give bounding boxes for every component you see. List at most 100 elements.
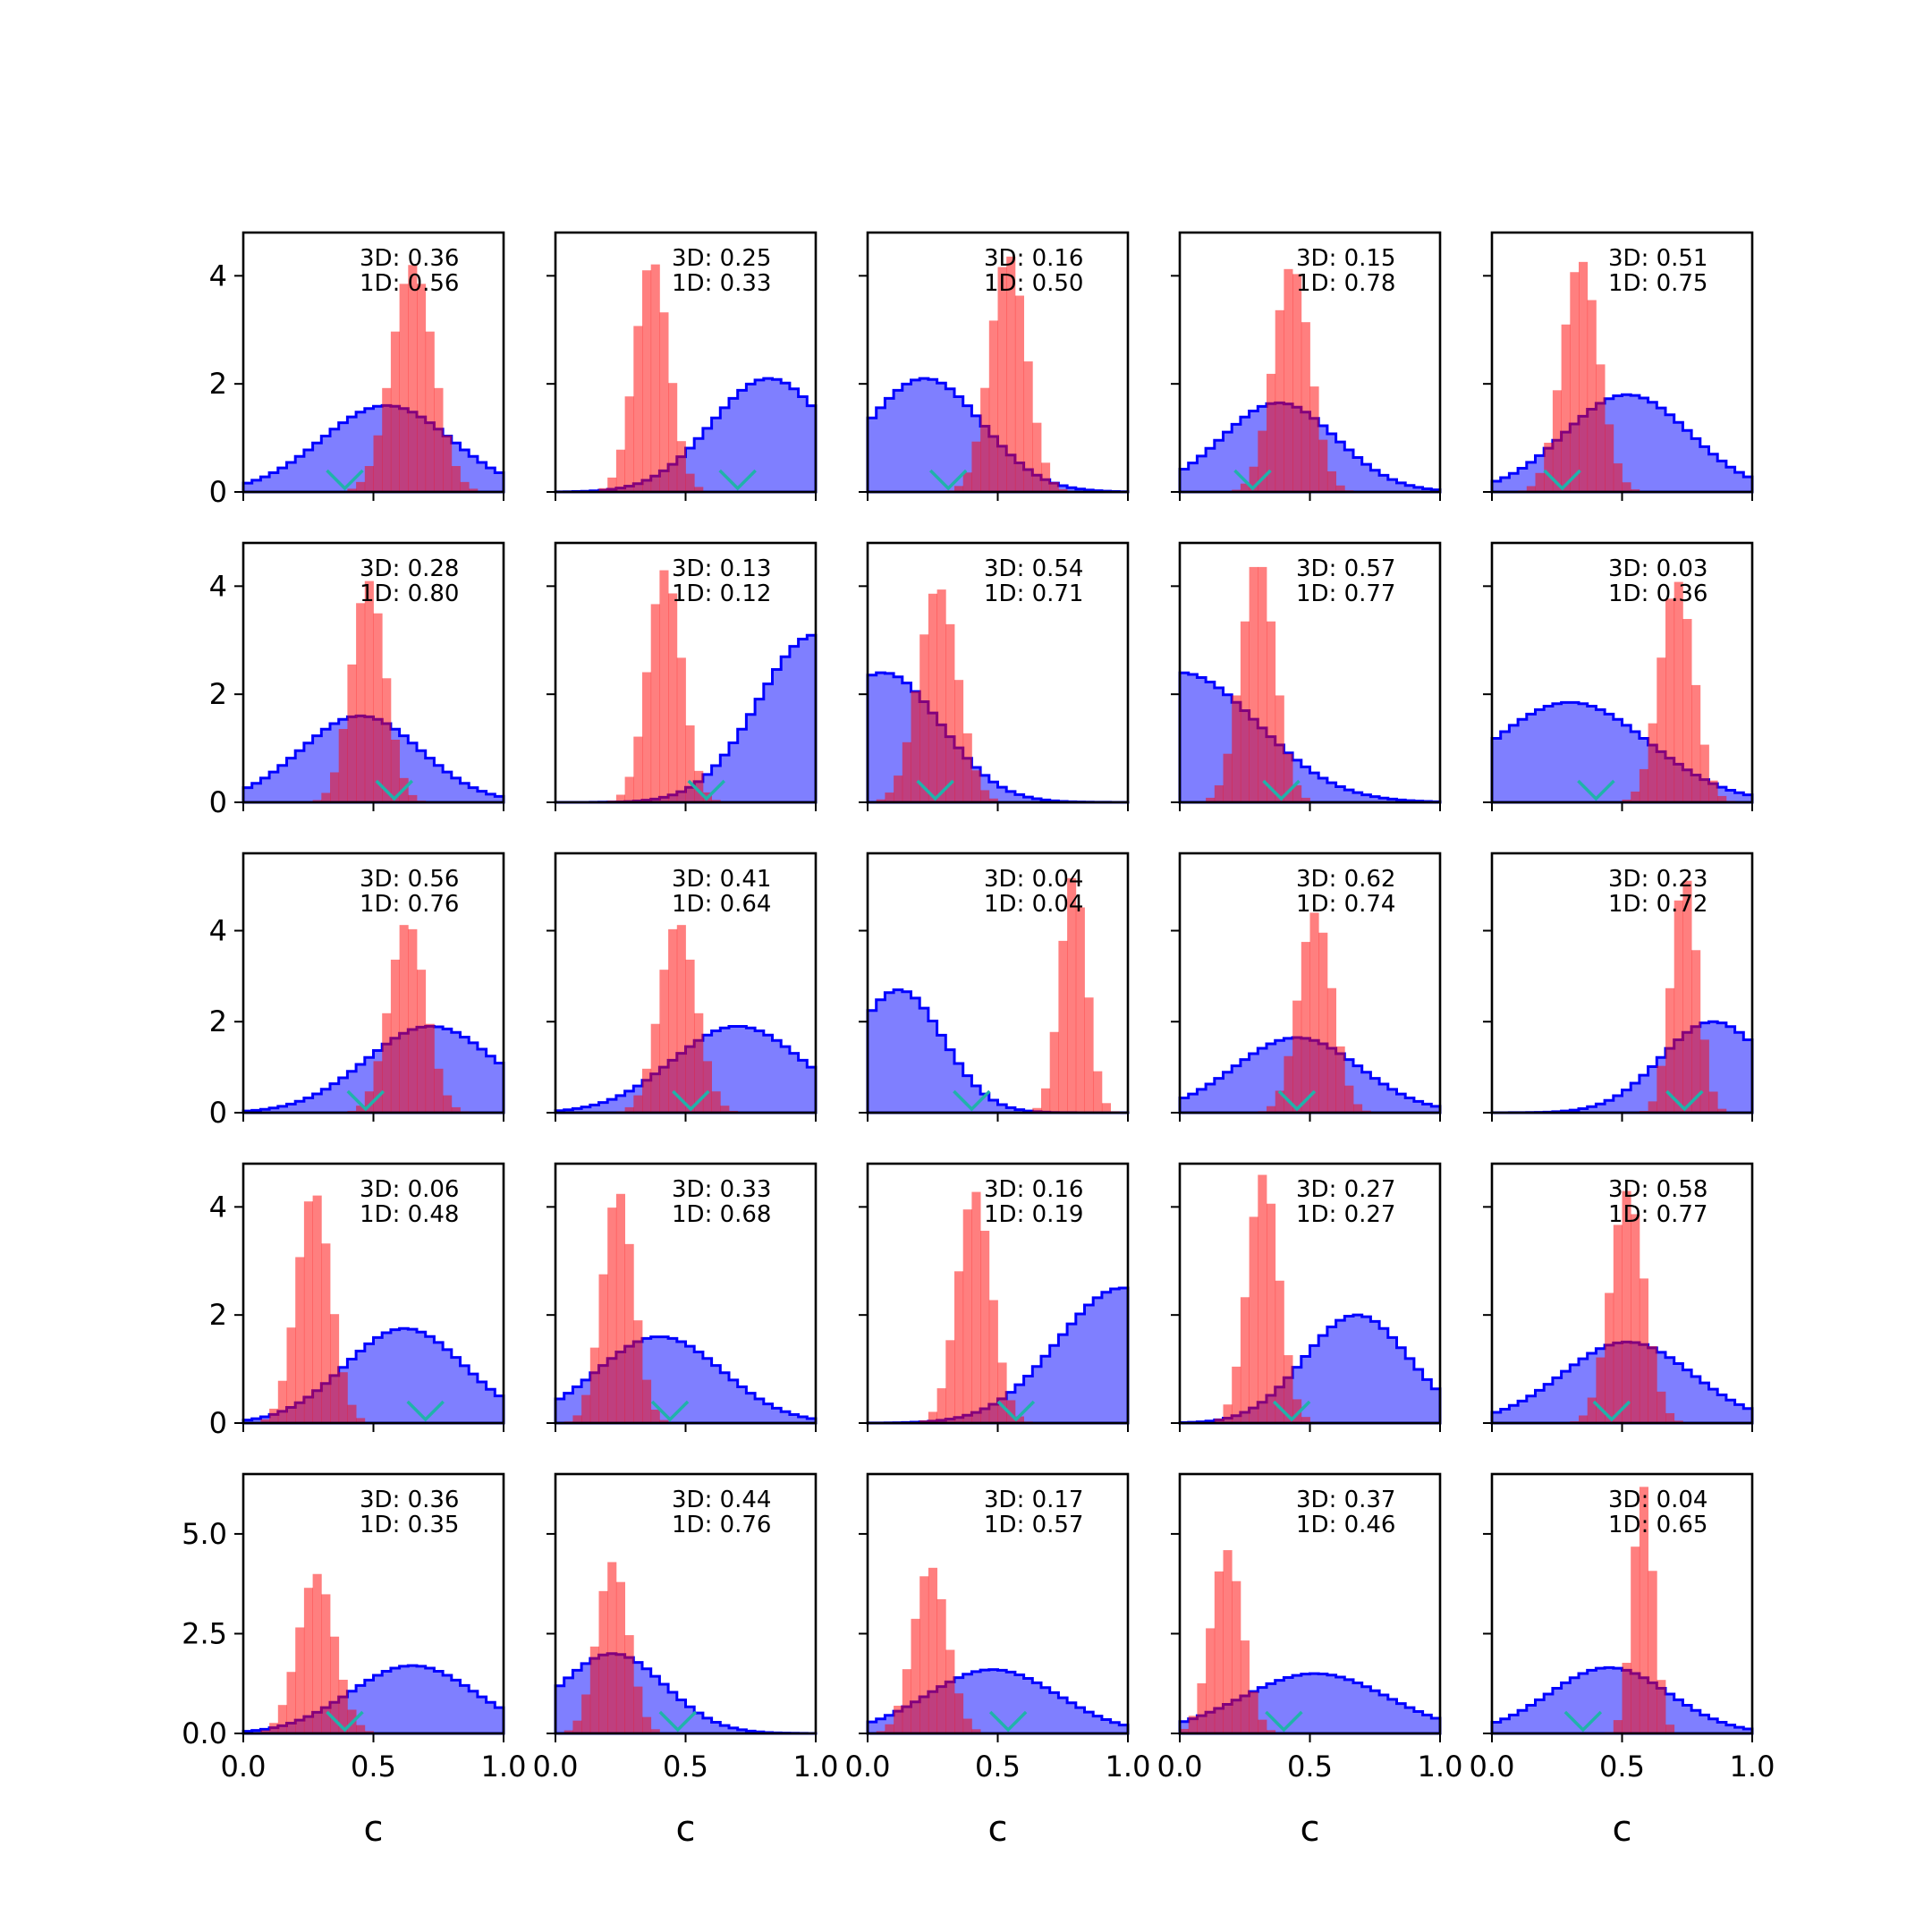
narrow-hist-bar	[1292, 274, 1302, 492]
narrow-hist-bar	[885, 792, 894, 802]
narrow-hist-bar	[1613, 1224, 1623, 1423]
stat-3d-label: 3D: 0.17	[984, 1487, 1083, 1513]
narrow-hist-bar	[1084, 997, 1094, 1113]
stat-1d-label: 1D: 0.48	[360, 1201, 459, 1228]
stat-1d-label: 1D: 0.77	[1608, 1201, 1707, 1228]
narrow-hist-bar	[711, 800, 721, 802]
narrow-hist-bar	[615, 449, 625, 492]
narrow-hist-bar	[589, 1646, 599, 1733]
narrow-hist-bar	[364, 466, 374, 492]
narrow-hist-bar	[1552, 390, 1562, 492]
narrow-hist-bar	[373, 1061, 383, 1113]
y-tick-label: 4	[209, 913, 227, 947]
narrow-hist-bar	[364, 1731, 374, 1733]
narrow-hist-bar	[1301, 1417, 1310, 1423]
narrow-hist-bar	[1309, 386, 1319, 492]
narrow-hist-bar	[1605, 424, 1614, 492]
narrow-hist-bar	[1267, 621, 1276, 802]
x-tick-label: 1.0	[1106, 1750, 1151, 1784]
narrow-hist-bar	[408, 794, 418, 802]
narrow-hist-bar	[1058, 940, 1068, 1113]
narrow-hist-bar	[269, 1723, 279, 1733]
narrow-hist-bar	[919, 1419, 929, 1423]
narrow-hist-bar	[659, 1419, 669, 1423]
stat-1d-label: 1D: 0.80	[360, 580, 459, 607]
narrow-hist-bar	[624, 1635, 634, 1733]
narrow-hist-bar	[1682, 880, 1692, 1113]
narrow-hist-bar	[1258, 566, 1267, 802]
stat-1d-label: 1D: 0.19	[984, 1201, 1083, 1228]
narrow-hist-bar	[364, 1091, 374, 1113]
narrow-hist-bar	[1622, 482, 1631, 492]
narrow-hist-bar	[1032, 1107, 1042, 1113]
narrow-hist-bar	[469, 488, 479, 492]
narrow-hist-bar	[572, 1720, 582, 1733]
y-tick-label: 5.0	[182, 1517, 227, 1551]
narrow-hist-bar	[962, 733, 972, 802]
narrow-hist-bar	[1249, 1216, 1258, 1423]
narrow-hist-bar	[1326, 987, 1336, 1113]
narrow-hist-bar	[1309, 912, 1319, 1113]
narrow-hist-bar	[321, 1594, 331, 1733]
narrow-hist-bar	[615, 1581, 625, 1733]
narrow-hist-bar	[1699, 744, 1709, 802]
narrow-hist-bar	[607, 477, 617, 492]
narrow-hist-bar	[1622, 800, 1631, 802]
estimate-marker	[375, 779, 414, 801]
narrow-hist-bar	[1674, 581, 1683, 802]
y-tick-label: 2	[209, 1004, 227, 1038]
estimate-marker	[1543, 469, 1581, 491]
narrow-hist-bar	[1292, 1000, 1302, 1113]
narrow-hist-bar	[980, 790, 990, 802]
narrow-hist-bar	[624, 1106, 634, 1113]
narrow-hist-bar	[1613, 463, 1623, 492]
narrow-hist-bar	[434, 387, 444, 492]
narrow-hist-bar	[1232, 1366, 1241, 1423]
narrow-hist-bar	[945, 1649, 955, 1733]
narrow-hist-bar	[876, 799, 886, 802]
y-tick-label: 2	[209, 677, 227, 711]
stat-1d-label: 1D: 0.76	[672, 1512, 771, 1538]
narrow-hist-bar	[936, 1598, 946, 1733]
narrow-hist-bar	[330, 772, 340, 802]
narrow-hist-bar	[659, 570, 669, 802]
narrow-hist-bar	[633, 326, 643, 492]
narrow-hist-bar	[633, 736, 643, 802]
narrow-hist-bar	[1648, 723, 1657, 802]
narrow-hist-bar	[1101, 1103, 1111, 1113]
estimate-marker	[672, 1089, 710, 1112]
narrow-hist-bar	[1613, 1720, 1623, 1733]
stat-3d-label: 3D: 0.56	[360, 866, 459, 893]
narrow-hist-bar	[720, 1106, 730, 1113]
narrow-hist-bar	[1197, 1682, 1207, 1733]
narrow-hist-bar	[1344, 1085, 1354, 1113]
narrow-hist-bar	[443, 435, 453, 492]
x-axis-label: c	[676, 1809, 696, 1850]
stat-1d-label: 1D: 0.75	[1608, 270, 1707, 297]
narrow-hist-bar	[945, 1340, 955, 1423]
narrow-hist-bar	[338, 1372, 348, 1423]
stat-3d-label: 3D: 0.04	[1608, 1487, 1707, 1513]
estimate-marker	[326, 1710, 364, 1733]
narrow-hist-bar	[685, 959, 695, 1113]
narrow-hist-bar	[988, 1300, 998, 1423]
narrow-hist-bar	[650, 604, 660, 802]
narrow-hist-bar	[1631, 1546, 1640, 1733]
narrow-hist-bar	[685, 473, 695, 492]
wide-hist-fill	[1180, 1315, 1440, 1423]
narrow-hist-bar	[356, 1106, 366, 1113]
narrow-hist-bar	[1631, 792, 1640, 802]
narrow-hist-bar	[668, 928, 678, 1113]
x-tick-label: 0.5	[351, 1750, 396, 1784]
narrow-hist-bar	[997, 1362, 1007, 1423]
narrow-hist-bar	[277, 1380, 287, 1423]
narrow-hist-bar	[1049, 481, 1059, 492]
narrow-hist-bar	[928, 1567, 937, 1733]
x-tick-label: 0.0	[1157, 1750, 1203, 1784]
narrow-hist-bar	[633, 1320, 643, 1423]
narrow-hist-bar	[642, 270, 652, 492]
